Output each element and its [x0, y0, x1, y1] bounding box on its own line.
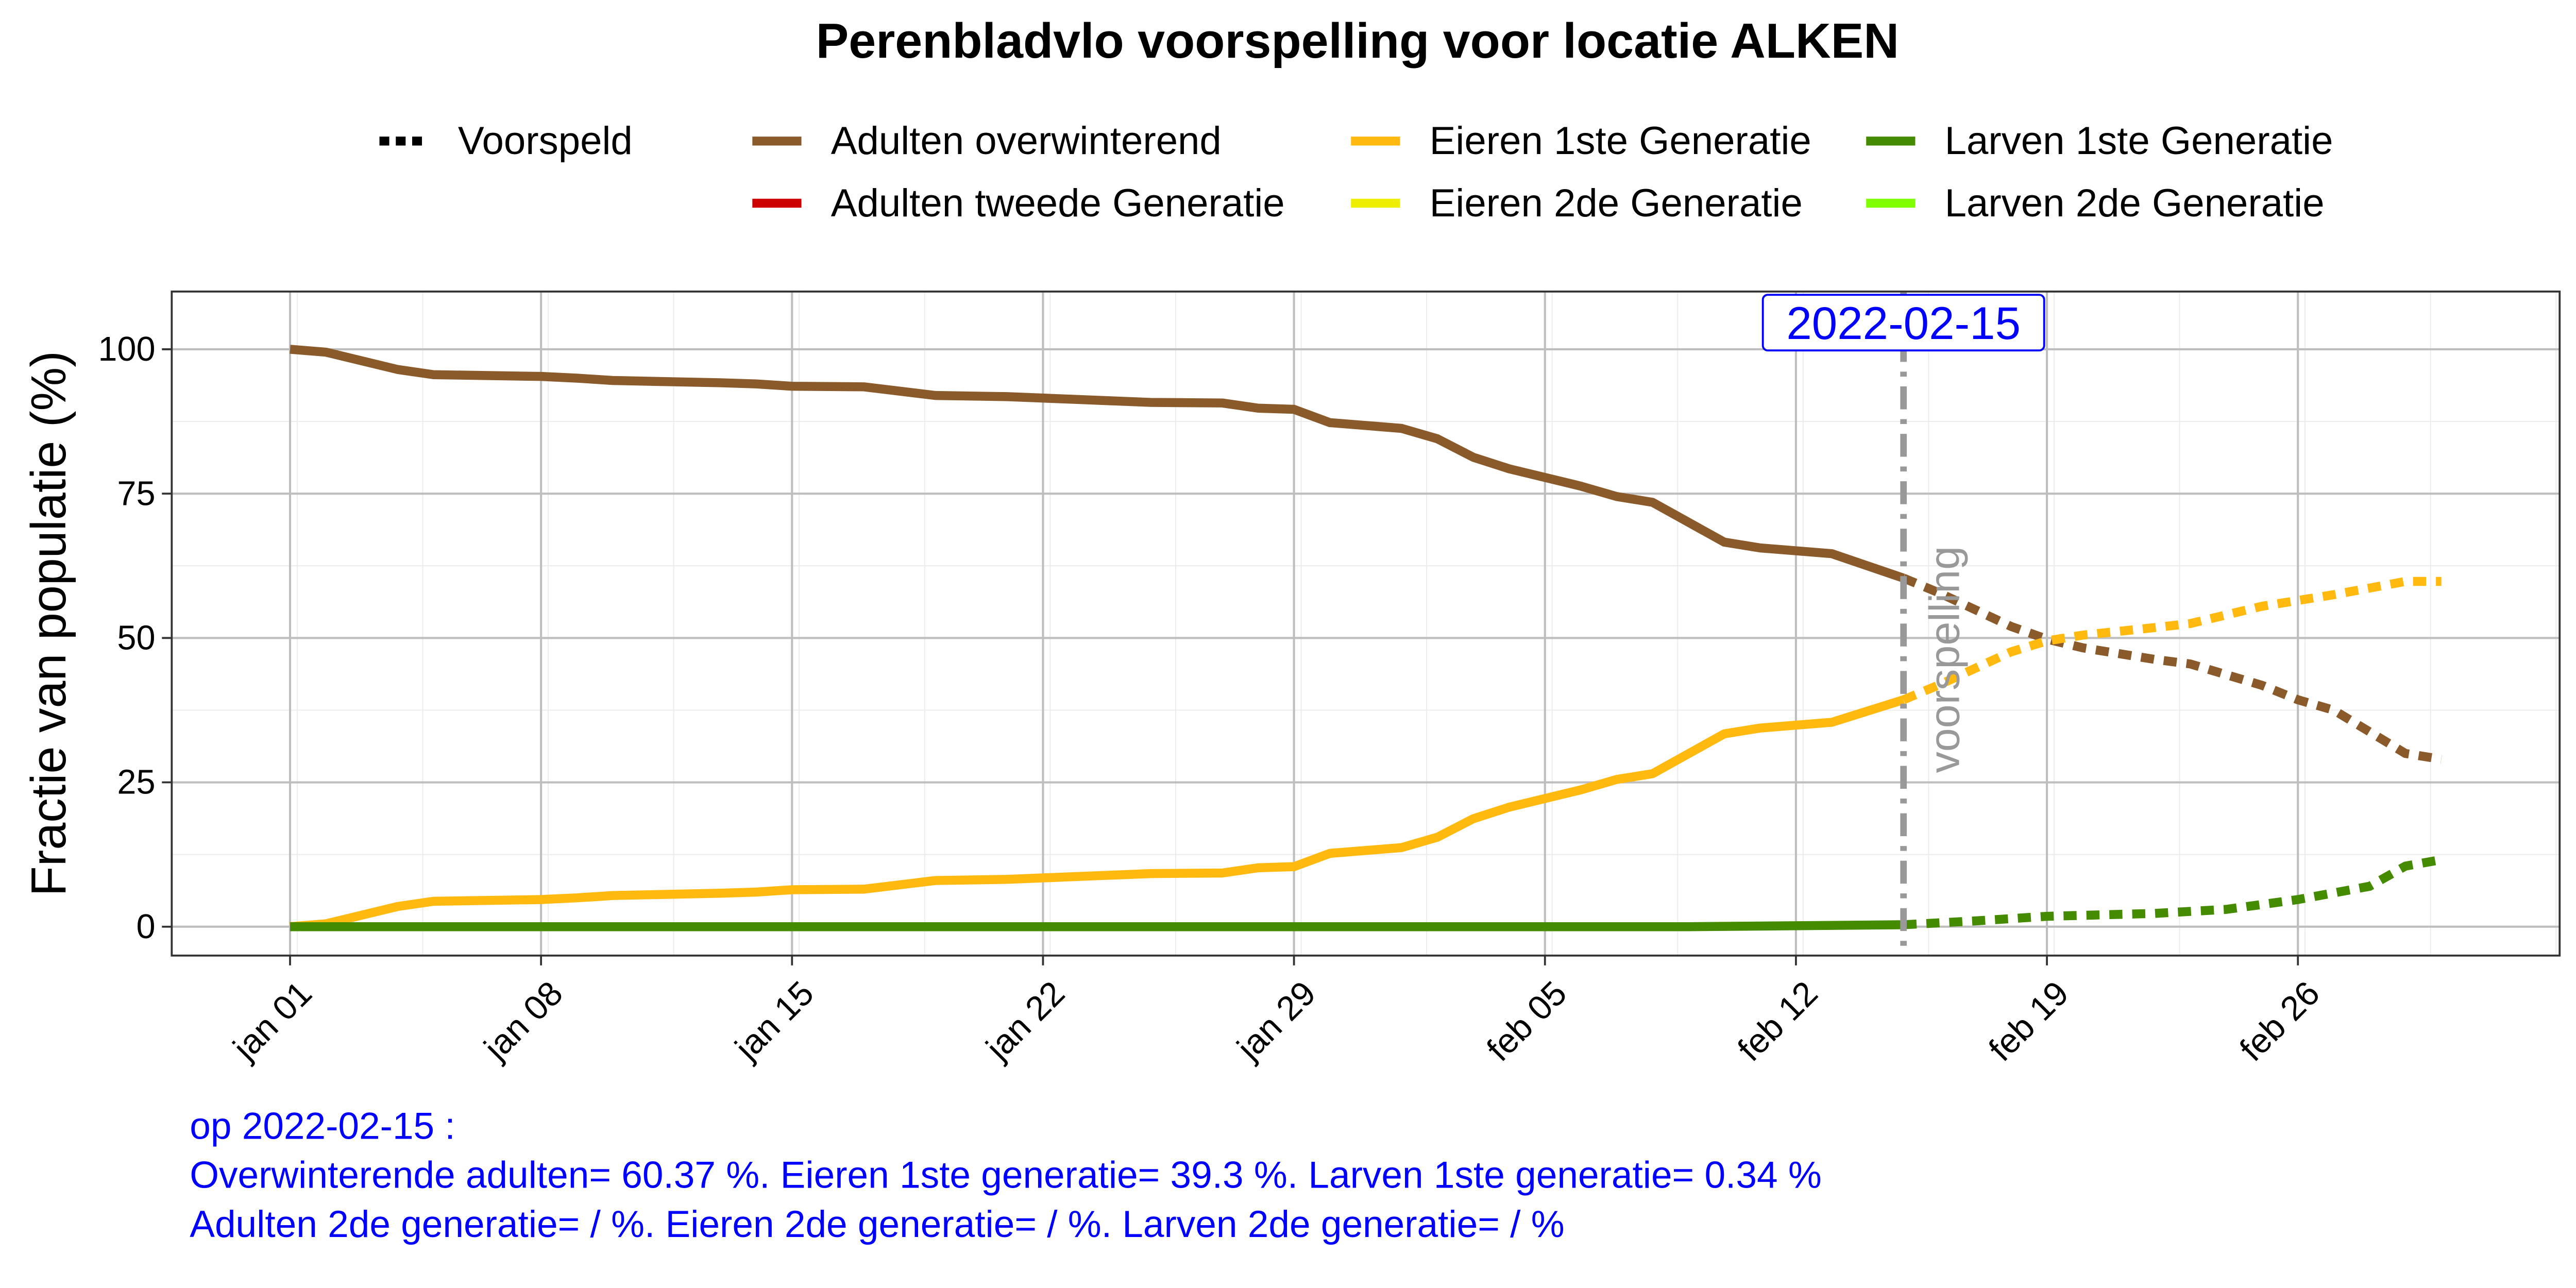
footer: op 2022-02-15 : Overwinterende adulten= …: [190, 1105, 1821, 1245]
forecast-date-label-box: [1761, 294, 2045, 352]
y-tick-label: 75: [117, 474, 155, 513]
series-line-eieren-1ste-generatie: [290, 695, 1905, 931]
series-forecast-line-adulten-overwinterend: [1902, 574, 2442, 764]
plot-border: [171, 290, 2561, 957]
footer-generation2-line: Adulten 2de generatie= / %. Eieren 2de g…: [190, 1204, 1564, 1245]
y-axis-title: Fractie van populatie (%): [22, 351, 76, 896]
y-tick-label: 0: [137, 908, 156, 946]
forecast-date-label: 2022-02-15: [1786, 298, 2021, 349]
legend-label: Voorspeld: [458, 119, 633, 163]
y-tick-label: 100: [98, 330, 155, 368]
legend-label: Adulten overwinterend: [831, 119, 1222, 163]
legend: Voorspeld Adulten overwinterend Eieren 1st…: [379, 119, 2333, 225]
legend-label: Eieren 2de Generatie: [1430, 181, 1803, 225]
forecast-vertical-label: voorspelling: [1921, 546, 1969, 773]
series-layer: [290, 345, 2443, 931]
footer-date-line: op 2022-02-15 :: [190, 1105, 455, 1147]
series-line-larven-1ste-generatie: [290, 920, 1904, 931]
series-line-adulten-overwinterend: [290, 345, 1905, 583]
legend-label: Larven 1ste Generatie: [1945, 119, 2333, 163]
plot-panel: voorspelling 2022-02-15: [171, 290, 2561, 957]
footer-generation1-line: Overwinterende adulten= 60.37 %. Eieren …: [190, 1155, 1821, 1196]
forecast-marker: voorspelling 2022-02-15: [1761, 291, 2045, 956]
y-tick-label: 50: [117, 619, 155, 657]
series-forecast-line-larven-1ste-generatie: [1903, 855, 2443, 929]
legend-label: Larven 2de Generatie: [1945, 181, 2325, 225]
series-forecast-line-eieren-1ste-generatie: [1902, 577, 2442, 704]
legend-label: Eieren 1ste Generatie: [1430, 119, 1811, 163]
chart-title: Perenbladvlo voorspelling voor locatie A…: [816, 14, 1899, 69]
y-tick-label: 25: [117, 764, 155, 802]
legend-label: Adulten tweede Generatie: [831, 181, 1285, 225]
